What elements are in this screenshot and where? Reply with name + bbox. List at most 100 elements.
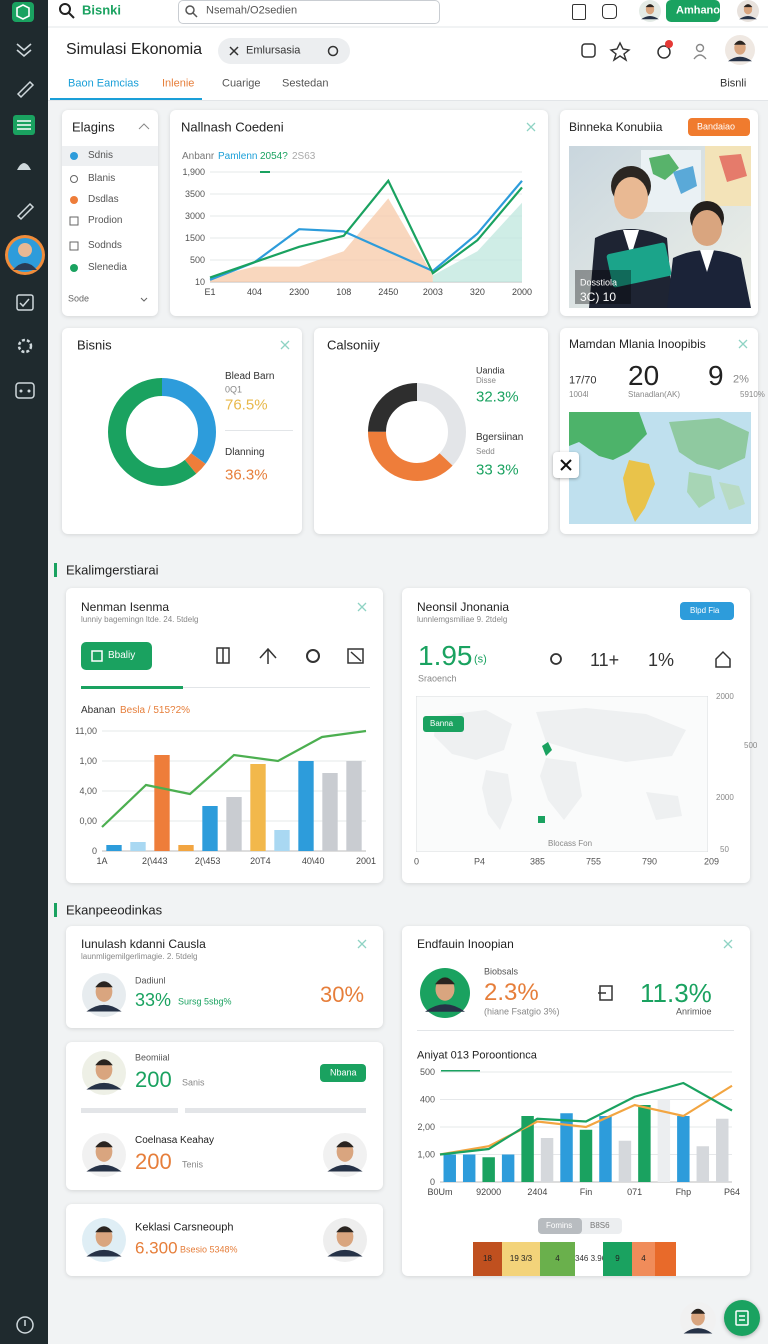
title: Calsoniiy (327, 337, 380, 353)
x-tick-label: 320 (470, 287, 485, 297)
title: Neonsil Jnonania (417, 600, 510, 614)
card-button[interactable] (81, 642, 152, 670)
labels: Disse (476, 376, 497, 385)
x-tick-label: 40\40 (302, 856, 325, 866)
toggle-active[interactable] (538, 1218, 582, 1234)
title: Elagins (72, 119, 115, 135)
legend-2: Besla / 515?2% (120, 705, 191, 716)
labels: Bgersiinan (476, 432, 524, 443)
photo-button[interactable] (688, 118, 750, 136)
legend: 2S63 (292, 151, 316, 162)
button-icon (91, 650, 103, 662)
labels: 76.5% (225, 396, 268, 414)
legend: Abanan (81, 705, 116, 716)
sidebar (0, 0, 48, 1344)
map-badge (423, 716, 464, 732)
icon[interactable] (572, 4, 586, 20)
bar (618, 1140, 632, 1182)
people-card (66, 1204, 383, 1276)
icon (598, 985, 613, 1001)
nav-icon[interactable] (15, 382, 35, 399)
stats: Stanadlan(AK) (628, 390, 681, 399)
label: Keklasi Carsneouph (135, 1221, 234, 1234)
toggle: B8S6 (590, 1221, 610, 1230)
y-tick-label: 11,00 (75, 726, 97, 736)
bar (346, 761, 362, 851)
stats: Sraoench (418, 673, 457, 684)
right: Bisnli (720, 77, 747, 90)
x-tick-label: B0Um (427, 1187, 452, 1197)
tabs: Sestedan (282, 77, 329, 90)
items: Sdnis (88, 150, 114, 161)
nav-icon[interactable] (16, 1316, 34, 1334)
tabs: Inlenie (162, 77, 195, 90)
y-tick-label: 400 (420, 1095, 435, 1105)
bar (579, 1129, 593, 1182)
items: Dsdlas (88, 194, 119, 205)
close-icon[interactable] (228, 45, 240, 57)
labels: 33 3% (476, 461, 519, 479)
unit: Tenis (182, 1159, 204, 1170)
right-axis: 500 (744, 741, 758, 750)
nav-icon[interactable] (17, 338, 33, 354)
label: Biobsals (484, 966, 519, 977)
legend: Pamlenn (218, 151, 258, 162)
badge[interactable] (320, 1064, 366, 1082)
tab-underline (50, 98, 202, 100)
bar (638, 1105, 651, 1182)
nav-icon[interactable] (16, 202, 35, 221)
labels: 0Q1 (225, 384, 243, 395)
nav-icon[interactable] (16, 294, 34, 311)
labels: Blead Barn (225, 371, 275, 382)
fab-button[interactable] (724, 1300, 760, 1336)
stats: (s) (474, 653, 487, 666)
stat-icons (550, 650, 731, 668)
nav-icon[interactable] (16, 80, 35, 99)
subtitle: lunniy bagemingn ltde. 24. 5tdelg (81, 615, 199, 624)
bar (106, 845, 122, 851)
bar (274, 830, 290, 851)
x-axis: P4 (474, 856, 486, 867)
value-2: 11.3% (640, 978, 712, 1008)
value: 200 (135, 1067, 172, 1092)
top-button[interactable] (666, 0, 720, 22)
nav-icon[interactable] (17, 163, 31, 170)
bar (178, 845, 194, 851)
subtitle: lunnlemgsmiliae 9. 2tdelg (417, 615, 508, 624)
strip-block: 4 (632, 1242, 655, 1276)
badge[interactable] (680, 602, 734, 620)
area (432, 202, 522, 282)
strip-block: 19 3/3 (502, 1242, 540, 1276)
right-axis: 2000 (716, 692, 734, 701)
title: Nenman Isenma (81, 600, 170, 614)
line (101, 729, 367, 828)
y-tick-label: 1,00 (79, 756, 97, 766)
bar (202, 806, 218, 851)
x-tick-label: 1A (96, 856, 107, 866)
title: Iunulash kdanni Causla (81, 937, 206, 951)
x-tick-label: 92000 (476, 1187, 501, 1197)
x-tick-label: 2000 (512, 287, 532, 297)
note: Sursg 5sbg% (178, 996, 232, 1007)
sections: Ekalimgerstiarai (66, 562, 159, 578)
bar (560, 1113, 573, 1182)
nav-icon[interactable] (16, 43, 32, 58)
caption: 3C) 10 (580, 290, 617, 304)
note: Bsesio 5348% (180, 1244, 238, 1255)
circle-icon[interactable] (326, 44, 340, 58)
strip-block: 9 (603, 1242, 632, 1276)
search-box[interactable] (178, 0, 440, 24)
title: Endfauin Inoopian (417, 937, 514, 951)
labels: Uandia (476, 365, 505, 376)
footer: Sode (68, 293, 90, 304)
bar (250, 764, 266, 851)
stats: 1% (648, 650, 675, 670)
label: Coelnasa Keahay (135, 1135, 214, 1146)
value: 200 (135, 1149, 172, 1174)
labels: Dlanning (225, 447, 265, 458)
bar (443, 1154, 456, 1182)
x-tick-label: 2001 (356, 856, 376, 866)
icon[interactable] (602, 4, 617, 19)
y-tick-label: 0 (430, 1177, 435, 1187)
close-icon[interactable] (559, 458, 573, 472)
